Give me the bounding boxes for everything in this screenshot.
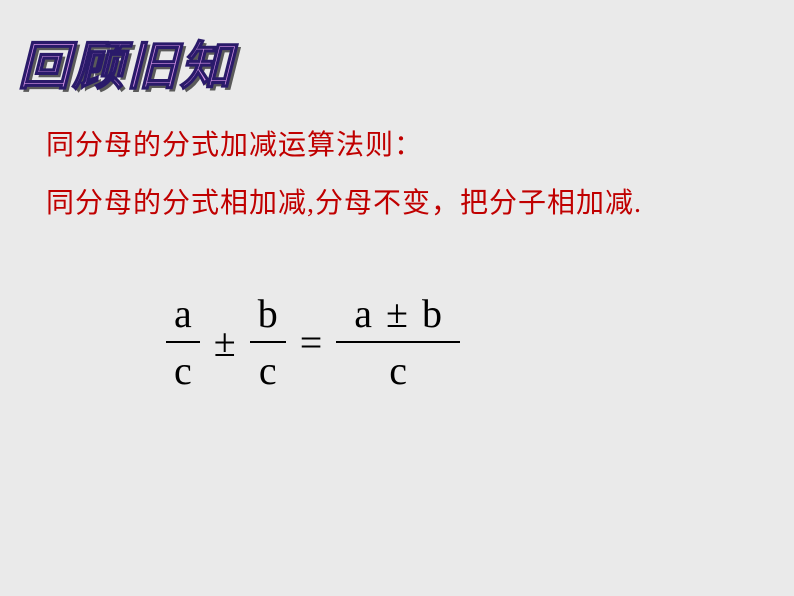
result-numerator: a ± b (336, 290, 460, 343)
result-num-operator: ± (386, 291, 408, 336)
result-num-left: a (354, 291, 372, 336)
frac1-numerator: a (166, 290, 200, 343)
plus-minus-operator: ± (214, 319, 236, 366)
result-num-right: b (422, 291, 442, 336)
title-stroke: 回顾旧知 (18, 24, 234, 99)
equals-operator: = (300, 319, 323, 366)
fraction-1: a c (166, 290, 200, 394)
heading-line-1: 同分母的分式加减运算法则： (46, 124, 423, 169)
fraction-result: a ± b c (336, 290, 460, 394)
result-denominator: c (371, 343, 425, 394)
frac2-numerator: b (250, 290, 286, 343)
heading-line-2: 同分母的分式相加减,分母不变，把分子相加减. (46, 182, 642, 227)
fraction-2: b c (250, 290, 286, 394)
frac1-denominator: c (166, 343, 200, 394)
formula: a c ± b c = a ± b c (160, 290, 466, 394)
frac2-denominator: c (251, 343, 285, 394)
